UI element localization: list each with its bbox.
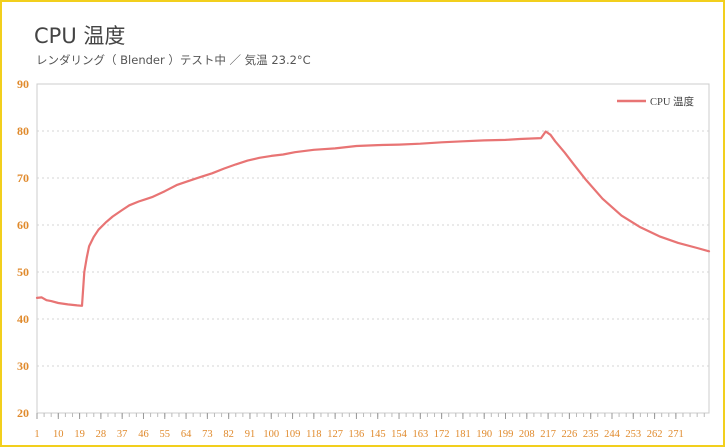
chart-subtitle: レンダリング（ Blender ）テスト中 ／ 気温 23.2°C [36, 53, 311, 67]
series-line [35, 130, 711, 307]
x-tick-label: 235 [583, 429, 599, 440]
x-tick-label: 28 [96, 429, 107, 440]
x-tick-label: 199 [498, 429, 514, 440]
x-tick-label: 181 [455, 429, 471, 440]
x-tick-label: 1 [34, 429, 39, 440]
plot-area [36, 83, 710, 414]
x-tick-label: 172 [434, 429, 450, 440]
x-tick-label: 253 [625, 429, 641, 440]
x-tick-label: 208 [519, 429, 535, 440]
y-tick-label: 70 [17, 171, 29, 185]
x-tick-label: 244 [604, 429, 621, 440]
x-tick-label: 37 [117, 429, 128, 440]
y-tick-label: 60 [17, 218, 29, 232]
y-tick-label: 50 [17, 265, 29, 279]
y-tick-label: 30 [17, 359, 29, 373]
x-tick-label: 109 [285, 429, 301, 440]
x-tick-label: 64 [181, 429, 192, 440]
x-tick-label: 127 [327, 429, 343, 440]
y-tick-label: 80 [17, 124, 29, 138]
x-tick-label: 10 [53, 429, 64, 440]
x-tick-label: 73 [202, 429, 213, 440]
x-tick-label: 226 [562, 429, 578, 440]
chart-title: CPU 温度 [34, 24, 126, 48]
x-tick-label: 217 [540, 429, 556, 440]
y-tick-label: 40 [17, 312, 29, 326]
x-tick-label: 154 [391, 429, 408, 440]
x-tick-label: 19 [74, 429, 85, 440]
x-tick-label: 118 [306, 429, 321, 440]
x-tick-label: 91 [245, 429, 256, 440]
x-tick-label: 82 [223, 429, 234, 440]
x-tick-label: 190 [476, 429, 492, 440]
x-tick-label: 163 [412, 429, 428, 440]
x-tick-label: 262 [647, 429, 663, 440]
y-tick-label: 20 [17, 406, 29, 420]
x-tick-label: 145 [370, 429, 386, 440]
x-tick-label: 46 [138, 429, 149, 440]
x-tick-label: 100 [263, 429, 279, 440]
x-tick-label: 271 [668, 429, 684, 440]
x-tick-label: 136 [349, 429, 365, 440]
y-tick-label: 90 [17, 77, 29, 91]
x-tick-label: 55 [160, 429, 171, 440]
legend-label: CPU 温度 [650, 95, 695, 108]
